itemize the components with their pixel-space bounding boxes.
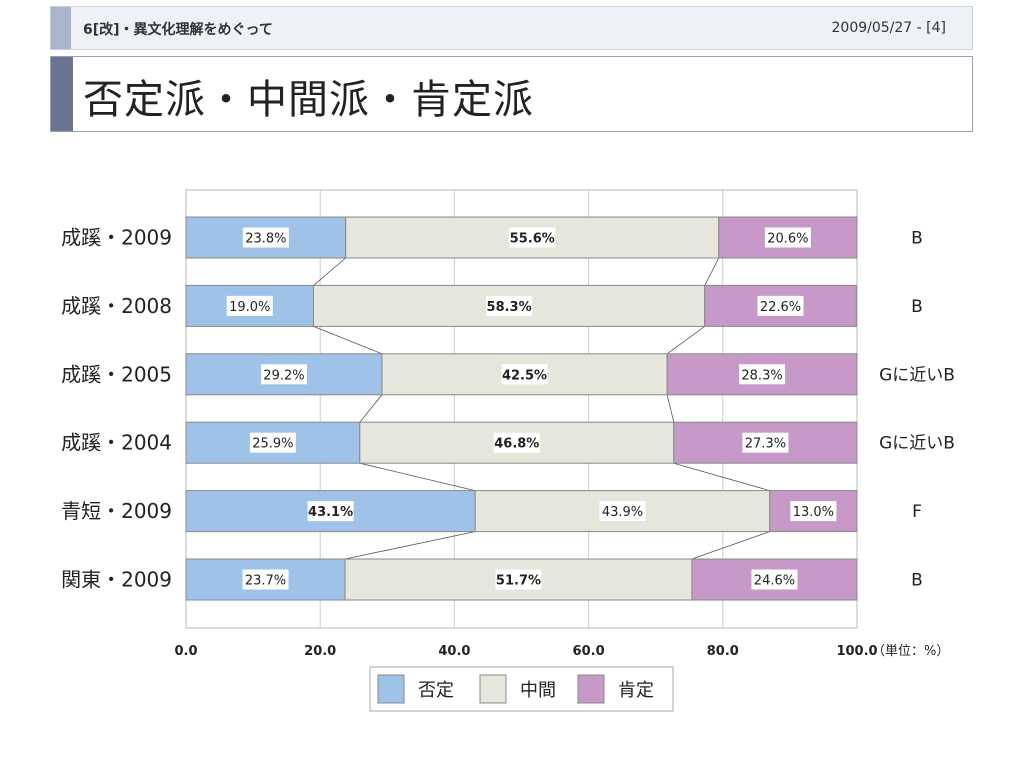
data-label: 23.8% [245, 232, 286, 247]
data-label: 22.6% [760, 300, 801, 315]
connector-line [666, 326, 705, 355]
unit-label: （単位：%） [872, 643, 949, 659]
data-label: 25.9% [252, 437, 293, 452]
grade-label: B [911, 297, 923, 317]
data-label-bg [260, 364, 307, 385]
legend-label: 否定 [418, 680, 454, 701]
data-label-bg [242, 569, 289, 590]
data-label: 51.7% [496, 574, 541, 589]
data-label: 27.3% [745, 437, 786, 452]
data-label-bg [764, 227, 811, 248]
category-label: 成蹊・2008 [61, 294, 172, 318]
data-label: 28.3% [741, 368, 782, 383]
data-label-bg [501, 364, 548, 385]
data-label-bg [486, 295, 533, 316]
x-tick-label: 0.0 [174, 644, 197, 659]
plot-border [185, 189, 858, 629]
x-tick-label: 60.0 [573, 644, 605, 659]
x-tick-label: 20.0 [304, 644, 336, 659]
connector-line [704, 257, 720, 286]
connector-line [673, 462, 770, 491]
category-label: 成蹊・2004 [61, 431, 172, 455]
header-section-title: 6[改]・異文化理解をめぐって [83, 22, 273, 38]
data-label-bg [599, 501, 646, 522]
category-label: 成蹊・2005 [61, 362, 172, 386]
grade-label: Gに近いB [879, 365, 955, 385]
connector-line [344, 531, 476, 560]
title-box: 否定派・中間派・肯定派 [50, 56, 973, 132]
grade-label: F [912, 502, 922, 522]
header-date-page: 2009/05/27 - [4] [831, 20, 946, 36]
category-label: 青短・2009 [61, 499, 172, 523]
legend-swatch [377, 674, 405, 704]
legend-swatch [479, 674, 507, 704]
data-label: 20.6% [767, 232, 808, 247]
data-label-bg [493, 432, 540, 453]
data-label-bg [739, 364, 786, 385]
legend-label: 中間 [520, 680, 556, 701]
connector-line [691, 531, 770, 560]
data-label: 55.6% [510, 232, 555, 247]
x-tick-label: 40.0 [438, 644, 470, 659]
data-label-bg [226, 295, 273, 316]
data-label-bg [751, 569, 798, 590]
connector-line [359, 462, 476, 491]
data-label: 24.6% [754, 574, 795, 589]
data-label: 23.7% [245, 574, 286, 589]
data-label-bg [790, 501, 837, 522]
legend-label: 肯定 [618, 680, 654, 701]
grade-label: B [911, 229, 923, 249]
connector-line [359, 394, 383, 423]
data-label: 58.3% [487, 300, 532, 315]
data-label: 29.2% [263, 368, 304, 383]
connector-line [313, 326, 383, 355]
category-label: 成蹊・2009 [61, 226, 172, 250]
header-accent [51, 7, 71, 49]
grade-label: B [911, 571, 923, 591]
data-label: 43.1% [308, 505, 353, 520]
data-label-bg [495, 569, 542, 590]
connector-line [666, 394, 675, 423]
data-label-bg [242, 227, 289, 248]
legend-swatch [577, 674, 605, 704]
data-label: 43.9% [602, 505, 643, 520]
bar-segment [769, 490, 858, 533]
title-accent [51, 57, 73, 131]
grade-label: Gに近いB [879, 434, 955, 454]
data-label-bg [742, 432, 789, 453]
header-bar: 6[改]・異文化理解をめぐって 2009/05/27 - [4] [50, 6, 973, 50]
data-label-bg [509, 227, 556, 248]
data-label: 13.0% [793, 505, 834, 520]
data-label: 46.8% [494, 437, 539, 452]
data-label-bg [249, 432, 296, 453]
x-tick-label: 100.0 [836, 644, 877, 659]
data-label-bg [757, 295, 804, 316]
data-label-bg [307, 501, 354, 522]
data-label: 42.5% [502, 368, 547, 383]
page-title: 否定派・中間派・肯定派 [83, 77, 534, 123]
connector-line [313, 257, 346, 286]
x-tick-label: 80.0 [707, 644, 739, 659]
legend-box [369, 666, 674, 712]
category-label: 関東・2009 [61, 568, 172, 592]
data-label: 19.0% [229, 300, 270, 315]
